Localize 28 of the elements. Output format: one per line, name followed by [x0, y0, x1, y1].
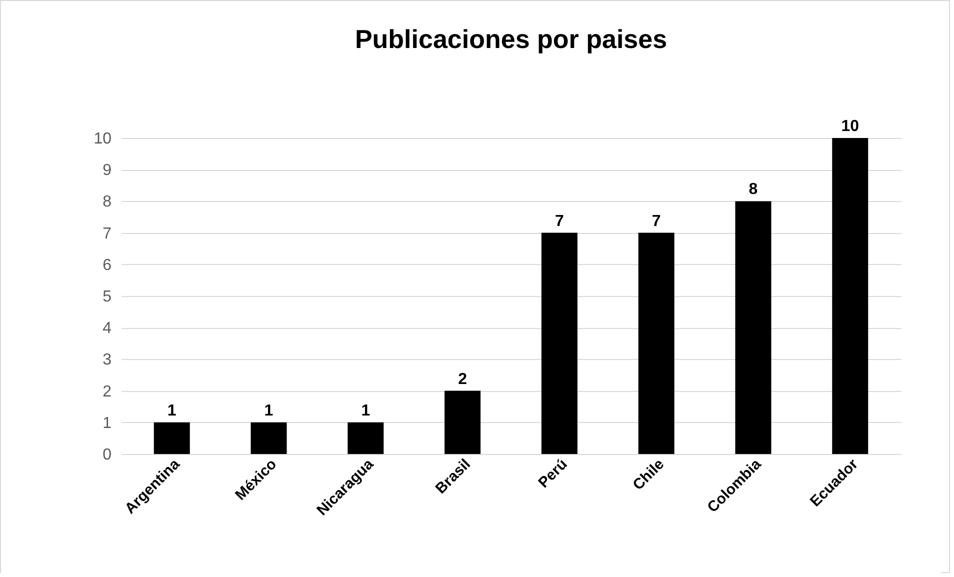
- y-tick-label: 8: [102, 194, 112, 211]
- y-tick-label: 9: [102, 162, 112, 180]
- y-tick-label: 7: [102, 225, 112, 242]
- y-tick-label: 5: [102, 288, 112, 306]
- y-tick-label: 10: [94, 130, 112, 148]
- bar: [832, 138, 868, 454]
- data-label: 8: [748, 181, 758, 198]
- data-label: 2: [458, 370, 468, 388]
- bar: [735, 201, 772, 454]
- y-tick-label: 6: [102, 256, 112, 274]
- data-label: 1: [361, 402, 370, 420]
- bar: [444, 390, 481, 454]
- data-label: 7: [554, 212, 564, 230]
- data-label: 10: [841, 118, 860, 135]
- bar: [541, 232, 578, 454]
- data-label: 1: [264, 402, 274, 420]
- bar: [250, 422, 287, 454]
- data-label: 7: [652, 212, 661, 230]
- chart-title: Publicaciones por paises: [354, 24, 668, 54]
- bar: [348, 422, 384, 454]
- data-label: 1: [167, 402, 176, 420]
- y-tick-label: 0: [102, 446, 112, 464]
- y-tick-label: 3: [102, 352, 112, 369]
- y-tick-label: 2: [102, 383, 112, 400]
- y-tick-label: 4: [102, 320, 112, 338]
- bar: [638, 232, 674, 454]
- bar: [154, 422, 190, 454]
- y-tick-label: 1: [102, 414, 112, 432]
